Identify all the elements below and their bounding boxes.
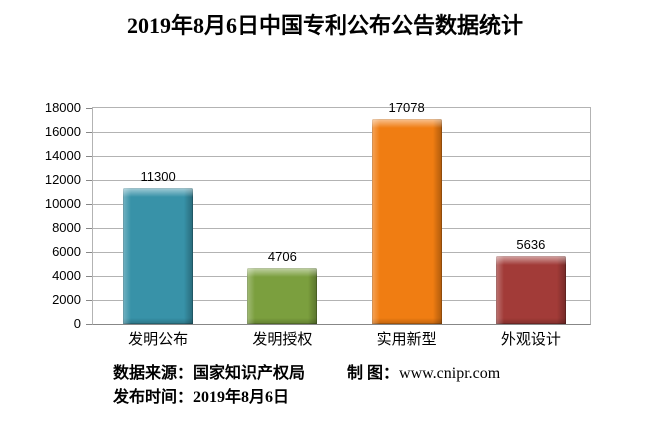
y-axis-tick-label: 18000: [44, 100, 81, 115]
bar-value-label: 17078: [388, 100, 425, 116]
bar-value-label: 11300: [140, 169, 176, 185]
y-axis-tick: [86, 251, 92, 253]
y-axis-tick-label: 4000: [52, 268, 81, 284]
gridline: [93, 299, 590, 301]
x-axis-category-label: 实用新型: [376, 332, 437, 348]
gridline: [93, 227, 590, 229]
plot-area: 0 2000 4000 6000 8000 10000 12000 14000 16000 180…: [45, 100, 591, 348]
y-axis-tick-label: 2000: [52, 292, 81, 308]
y-axis-tick-label: 12000: [44, 172, 81, 188]
x-axis-category-label: 发明授权: [252, 332, 313, 348]
gridline: [93, 131, 590, 133]
y-axis-tick-label: 0: [73, 316, 81, 331]
y-axis-tick-label: 8000: [52, 220, 81, 236]
x-axis-category-label: 发明公布: [128, 332, 189, 348]
gridline: [93, 251, 590, 253]
y-axis-tick: [86, 107, 92, 109]
footer-publish-date: 发布时间：2019年8月6日: [113, 389, 290, 406]
y-axis-tick: [86, 179, 92, 181]
y-axis-tick-label: 14000: [44, 148, 81, 163]
footer: 数据来源：国家知识产权局 制 图：www.cnipr.com 发布时间：2019…: [113, 362, 633, 410]
footer-maker: 制 图：www.cnipr.com: [347, 362, 500, 386]
gridline: [93, 179, 590, 181]
gridline: [93, 203, 590, 205]
footer-maker-label: 制 图：: [347, 365, 400, 382]
bar-value-label: 4706: [267, 248, 297, 264]
gridline: [93, 155, 590, 157]
footer-source-label: 数据来源：国家知识产权局: [113, 365, 306, 382]
chart-bar: [123, 188, 194, 324]
y-axis-tick: [86, 227, 92, 229]
y-axis-tick-label: 10000: [44, 196, 81, 211]
y-axis-tick-label: 16000: [44, 124, 81, 140]
y-axis-tick: [86, 203, 92, 205]
chart-bar: [495, 256, 566, 324]
y-axis-tick: [86, 299, 92, 301]
chart-bar: [371, 119, 442, 324]
footer-line-1: 数据来源：国家知识产权局 制 图：www.cnipr.com: [113, 362, 633, 386]
chart-bar: [247, 267, 318, 325]
gridline: [93, 275, 590, 277]
y-axis-tick: [86, 155, 92, 157]
y-axis-tick: [86, 275, 92, 277]
chart-title: 2019年8月6日中国专利公布公告数据统计: [126, 13, 523, 38]
bar-value-label: 5636: [516, 237, 546, 253]
x-axis-category-label: 外观设计: [500, 332, 561, 348]
y-axis-tick-label: 6000: [52, 244, 81, 260]
y-axis-tick: [86, 323, 92, 325]
y-axis-tick: [86, 131, 92, 133]
footer-site-url: www.cnipr.com: [399, 365, 501, 382]
